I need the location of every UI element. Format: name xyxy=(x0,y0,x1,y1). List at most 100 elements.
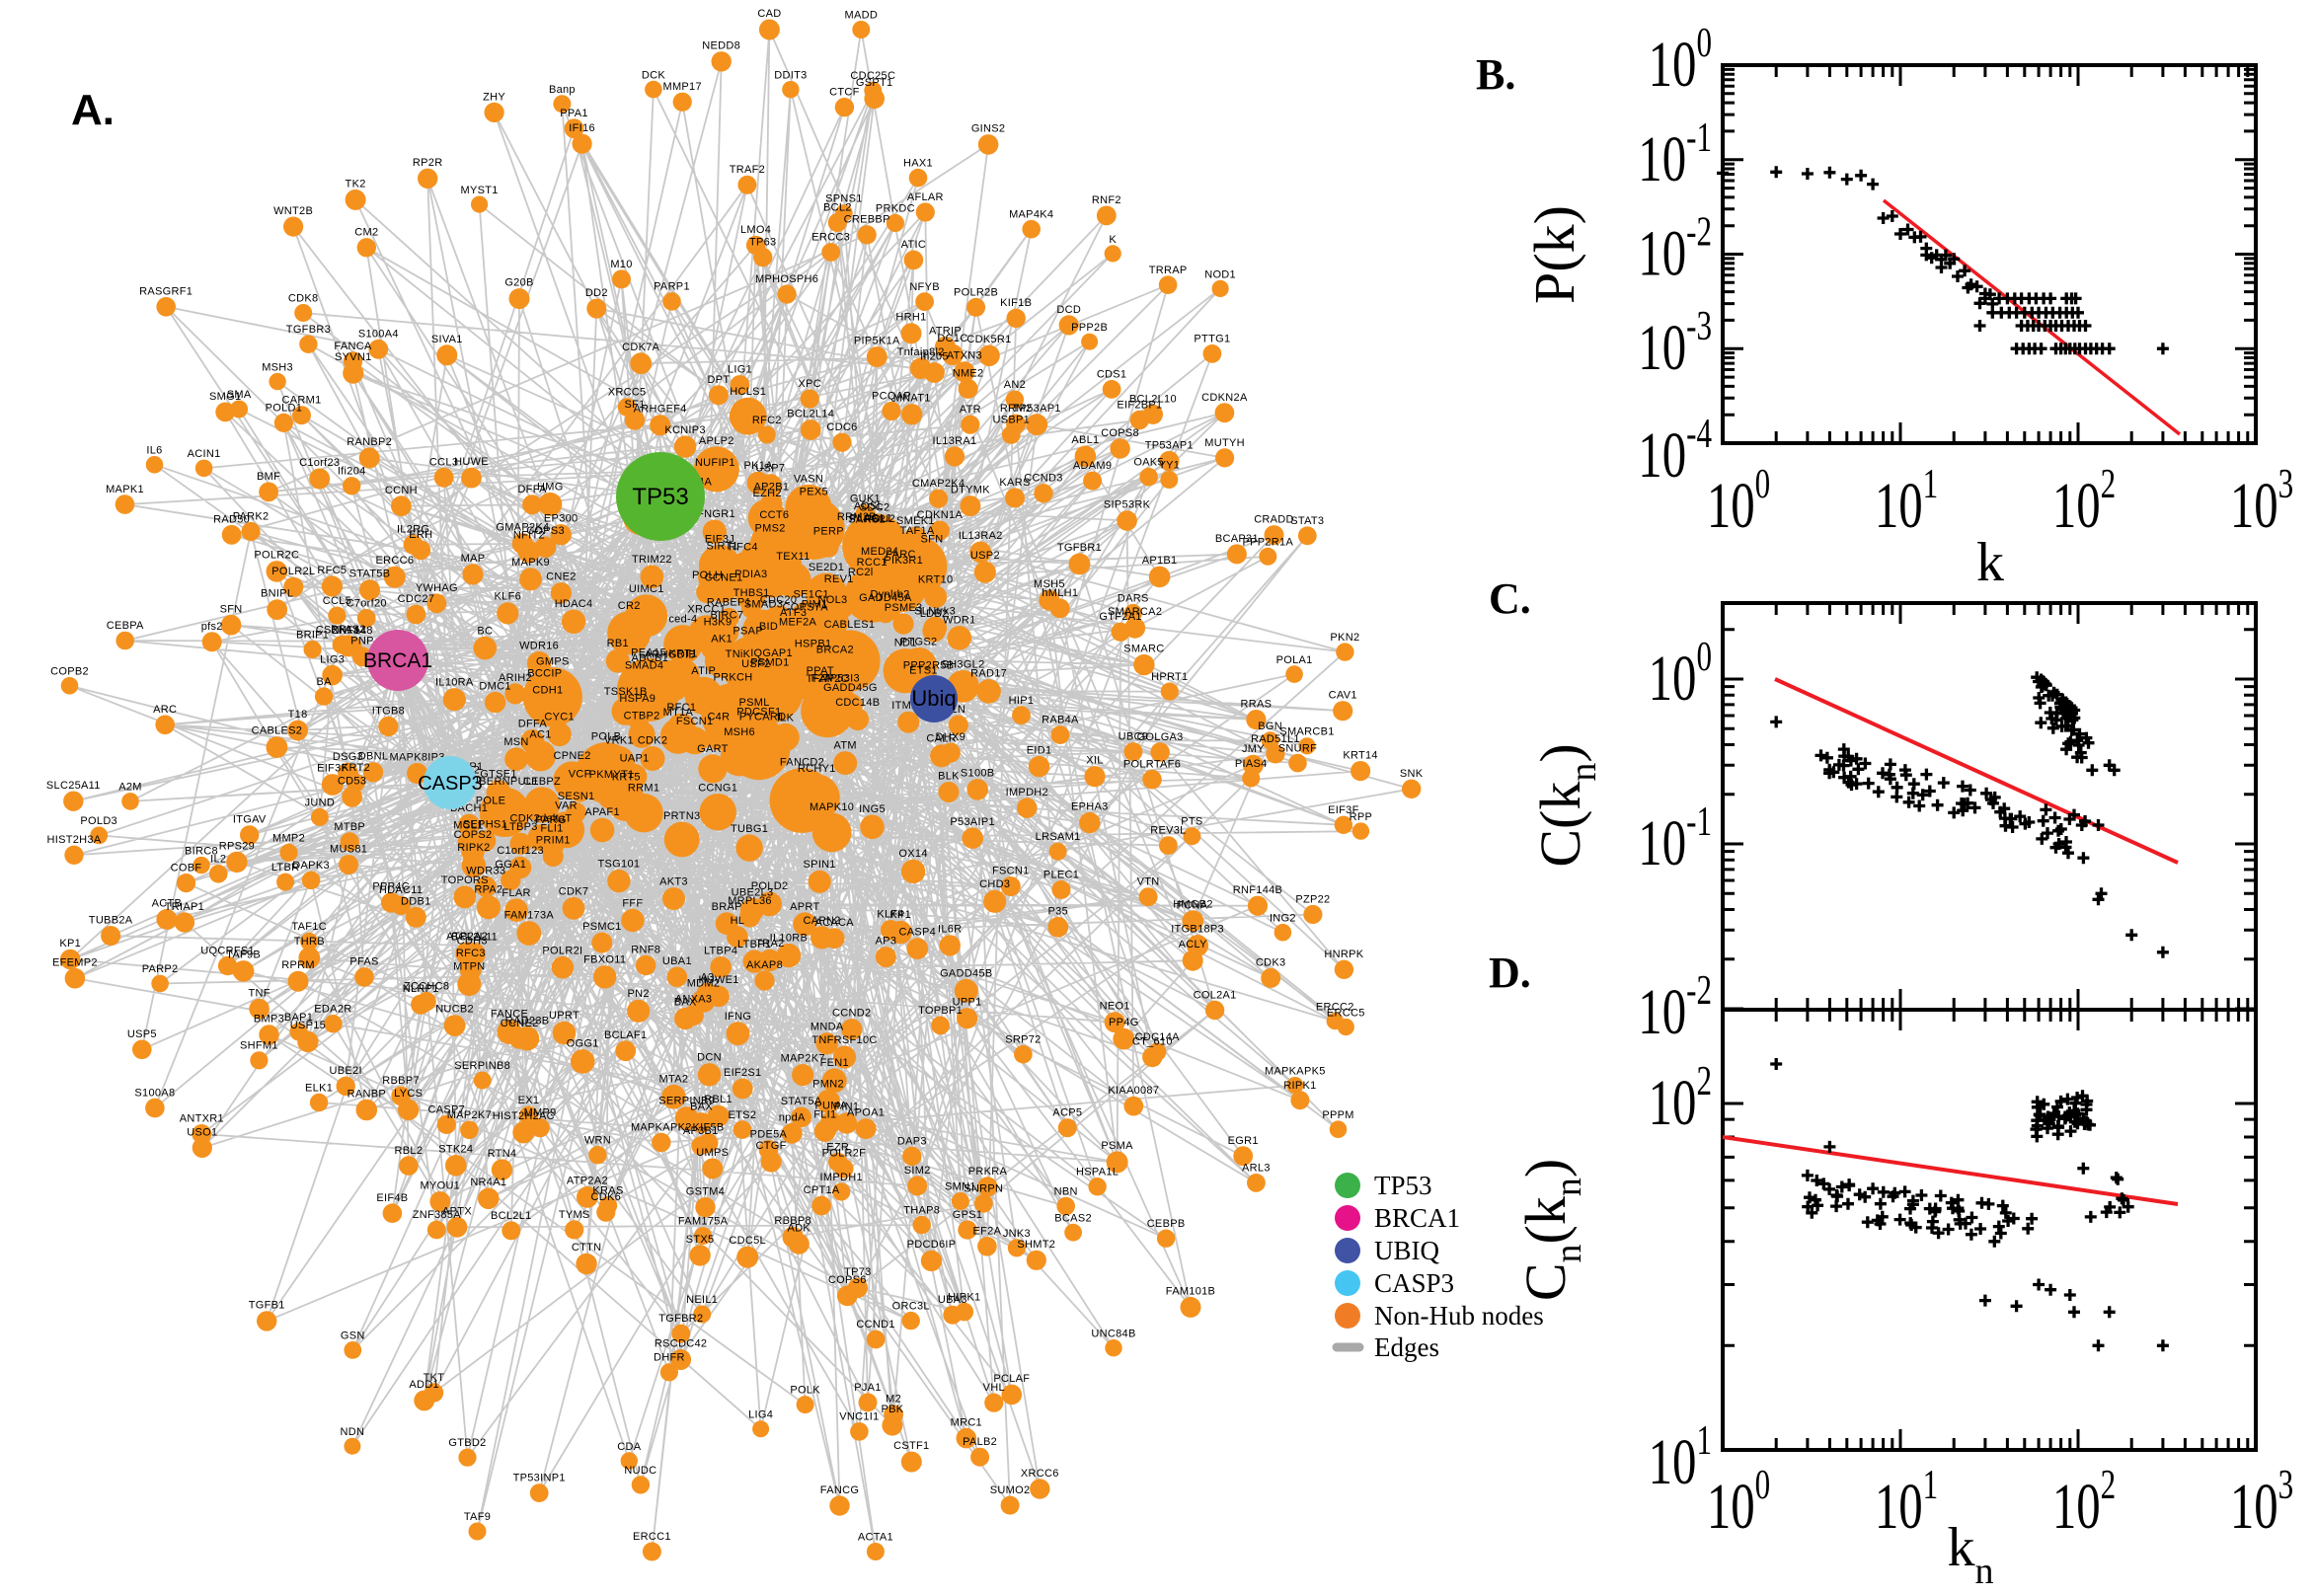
svg-text:CARM1: CARM1 xyxy=(281,395,321,407)
svg-text:DMC1: DMC1 xyxy=(479,680,510,692)
svg-text:SMN1: SMN1 xyxy=(945,1180,976,1192)
svg-text:IQGAP1: IQGAP1 xyxy=(750,647,793,659)
svg-text:PEA15: PEA15 xyxy=(631,646,666,658)
svg-text:CDC5L: CDC5L xyxy=(729,1235,766,1247)
svg-text:LIG1: LIG1 xyxy=(728,364,752,376)
svg-text:HIST2H3A: HIST2H3A xyxy=(47,834,102,846)
svg-text:VASN: VASN xyxy=(794,474,823,486)
svg-text:ITGB8: ITGB8 xyxy=(372,705,405,717)
svg-text:KRT14: KRT14 xyxy=(1343,750,1378,762)
svg-text:FAM175A: FAM175A xyxy=(678,1216,729,1228)
svg-text:SERPINB8: SERPINB8 xyxy=(454,1060,510,1072)
svg-text:DCK: DCK xyxy=(642,69,665,81)
svg-text:PYCARD: PYCARD xyxy=(739,711,787,722)
svg-text:BRCA1: BRCA1 xyxy=(1374,1203,1460,1233)
svg-text:COBF: COBF xyxy=(171,863,202,874)
svg-text:MTPN: MTPN xyxy=(453,961,485,973)
svg-text:PDCSF1: PDCSF1 xyxy=(736,707,781,719)
svg-text:BGN: BGN xyxy=(1258,721,1282,732)
svg-text:MTA2: MTA2 xyxy=(659,1073,689,1085)
svg-text:XRCC6: XRCC6 xyxy=(1021,1468,1059,1480)
svg-text:Dynlrb2: Dynlrb2 xyxy=(870,589,909,601)
svg-text:AK1: AK1 xyxy=(711,633,733,645)
svg-text:KRT2: KRT2 xyxy=(342,762,370,774)
svg-text:DFFA: DFFA xyxy=(518,718,548,729)
svg-text:RAD23B: RAD23B xyxy=(505,1016,550,1027)
svg-text:MAP2K7: MAP2K7 xyxy=(447,1109,492,1121)
svg-text:MRC1: MRC1 xyxy=(951,1416,982,1428)
svg-text:TRAF2: TRAF2 xyxy=(730,164,765,176)
svg-text:H3K9: H3K9 xyxy=(704,616,733,628)
svg-text:EFEMP2: EFEMP2 xyxy=(52,956,98,968)
svg-text:S100A4: S100A4 xyxy=(358,328,399,340)
svg-text:CAPN2: CAPN2 xyxy=(804,915,841,927)
svg-text:RPA2: RPA2 xyxy=(474,884,502,896)
svg-text:SFN: SFN xyxy=(921,534,944,546)
svg-text:B.: B. xyxy=(1476,50,1515,99)
svg-text:CDK7: CDK7 xyxy=(559,885,589,897)
svg-text:CDK3: CDK3 xyxy=(1256,956,1286,968)
svg-text:CM2: CM2 xyxy=(354,227,378,239)
svg-text:ERCC6: ERCC6 xyxy=(376,555,415,567)
svg-text:FBXO11: FBXO11 xyxy=(583,954,626,966)
svg-text:TAF1A: TAF1A xyxy=(900,525,935,537)
svg-text:HIPK1: HIPK1 xyxy=(948,1291,980,1303)
svg-text:PCNA: PCNA xyxy=(1177,899,1208,911)
svg-text:S100A8: S100A8 xyxy=(134,1087,175,1099)
svg-text:RFC2: RFC2 xyxy=(752,415,782,426)
svg-text:RBBP8: RBBP8 xyxy=(774,1215,811,1227)
svg-text:M2: M2 xyxy=(886,1394,901,1406)
svg-text:PSMC1: PSMC1 xyxy=(582,921,621,933)
svg-text:BMP3: BMP3 xyxy=(254,1014,284,1026)
svg-text:ATXN3: ATXN3 xyxy=(947,350,982,362)
svg-text:KIF1B: KIF1B xyxy=(1000,297,1032,309)
svg-text:ANTXR1: ANTXR1 xyxy=(180,1113,224,1125)
svg-text:EF2A: EF2A xyxy=(973,1226,1002,1238)
svg-text:COPS7A: COPS7A xyxy=(782,602,828,614)
svg-text:SHFM1: SHFM1 xyxy=(240,1040,278,1052)
svg-text:TAF1C: TAF1C xyxy=(291,921,327,933)
svg-text:ITGB18P3: ITGB18P3 xyxy=(1171,924,1224,936)
svg-text:DC1C: DC1C xyxy=(937,333,967,344)
svg-text:ARIH2: ARIH2 xyxy=(499,672,532,684)
svg-text:RNF8: RNF8 xyxy=(631,944,660,955)
svg-text:ING2: ING2 xyxy=(1270,912,1296,924)
svg-text:SARS2: SARS2 xyxy=(848,514,886,526)
svg-text:ZNF148: ZNF148 xyxy=(332,625,373,637)
svg-text:AP2B1: AP2B1 xyxy=(754,482,790,494)
svg-text:MUS81: MUS81 xyxy=(330,844,367,856)
svg-text:MADD: MADD xyxy=(845,10,879,22)
svg-text:PKN2: PKN2 xyxy=(1330,632,1359,644)
svg-text:CPNE2: CPNE2 xyxy=(554,750,591,762)
svg-text:BIRC8: BIRC8 xyxy=(185,845,218,857)
svg-text:CASP4: CASP4 xyxy=(899,927,937,939)
svg-text:C.: C. xyxy=(1489,574,1531,623)
svg-text:CABLES2: CABLES2 xyxy=(252,725,303,737)
svg-text:MAP4K4: MAP4K4 xyxy=(1009,208,1053,220)
svg-text:APOA1: APOA1 xyxy=(847,1107,885,1119)
svg-text:10-1: 10-1 xyxy=(1638,798,1712,878)
svg-text:ING5: ING5 xyxy=(859,803,886,815)
svg-text:GSN: GSN xyxy=(341,1330,365,1342)
svg-text:TP63: TP63 xyxy=(749,237,777,249)
svg-text:NUDC: NUDC xyxy=(624,1465,656,1477)
svg-text:BAP1: BAP1 xyxy=(284,1012,313,1024)
svg-text:FLI1: FLI1 xyxy=(540,823,563,835)
svg-text:UIMC1: UIMC1 xyxy=(629,583,664,595)
svg-text:TP53INP1: TP53INP1 xyxy=(513,1473,566,1484)
svg-text:CCL5: CCL5 xyxy=(323,595,351,607)
svg-text:REV3L: REV3L xyxy=(1150,825,1186,837)
svg-text:KRAS: KRAS xyxy=(592,1185,623,1197)
svg-text:BCL2: BCL2 xyxy=(823,202,852,214)
svg-text:SHMT2: SHMT2 xyxy=(1017,1239,1055,1251)
svg-text:TRIM22: TRIM22 xyxy=(632,554,672,566)
svg-text:G20B: G20B xyxy=(504,277,533,289)
svg-text:MNDA: MNDA xyxy=(811,1022,844,1033)
svg-text:OX14: OX14 xyxy=(898,848,927,860)
svg-text:FLAR: FLAR xyxy=(502,887,530,899)
svg-text:STK24: STK24 xyxy=(438,1144,473,1156)
svg-text:DDIT3: DDIT3 xyxy=(774,70,807,82)
svg-text:FAM101B: FAM101B xyxy=(1166,1285,1215,1297)
svg-text:CSTF1: CSTF1 xyxy=(893,1440,929,1452)
svg-text:T18: T18 xyxy=(288,709,308,721)
